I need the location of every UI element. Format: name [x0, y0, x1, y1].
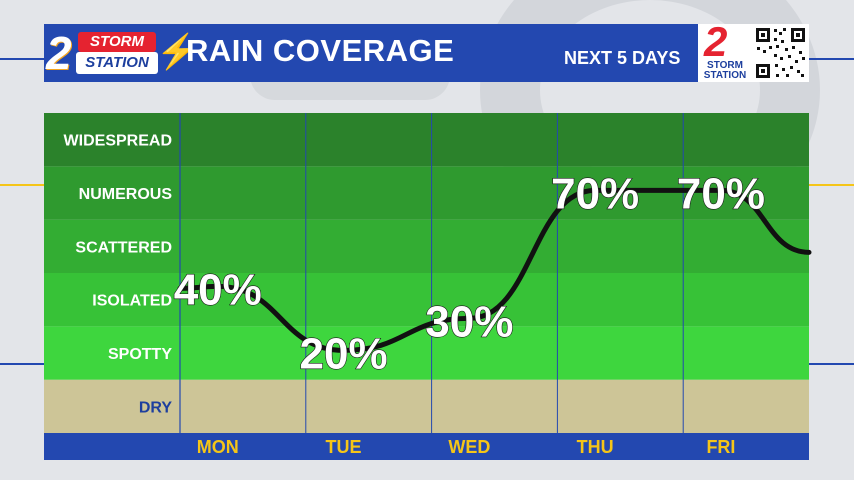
data-label: 70%	[551, 169, 639, 218]
y-category-label: SPOTTY	[108, 346, 172, 363]
x-axis-bar	[44, 433, 809, 460]
corner-station-logo: 2 STORM STATION	[698, 18, 752, 82]
band-widespread	[44, 113, 809, 167]
logo-number: 2	[46, 27, 72, 79]
lightning-bolt-icon: ⚡	[156, 33, 199, 71]
band-isolated	[44, 273, 809, 327]
x-tick-label: WED	[448, 437, 490, 457]
x-tick-label: FRI	[706, 437, 735, 457]
data-label: 40%	[174, 265, 262, 314]
x-tick-label: MON	[197, 437, 239, 457]
qr-code-icon	[752, 24, 809, 82]
y-category-label: WIDESPREAD	[64, 133, 172, 150]
header-bar: 2 STORM STATION ⚡ RAIN COVERAGE NEXT 5 D…	[44, 24, 809, 82]
data-label: 20%	[300, 329, 388, 378]
x-tick-label: THU	[577, 437, 614, 457]
y-category-label: SCATTERED	[75, 239, 172, 256]
logo-storm-text: STORM	[78, 32, 156, 52]
band-numerous	[44, 166, 809, 220]
corner-logo-text: STORM STATION	[703, 60, 747, 81]
y-category-label: NUMEROUS	[79, 186, 173, 203]
y-category-label: ISOLATED	[92, 293, 172, 310]
logo-station-text: STATION	[76, 52, 158, 74]
page-title: RAIN COVERAGE	[186, 33, 455, 68]
page-subtitle: NEXT 5 DAYS	[564, 48, 681, 68]
y-category-label: DRY	[139, 399, 173, 416]
data-label: 30%	[425, 297, 513, 346]
corner-logo-number: 2	[704, 18, 728, 65]
data-label: 70%	[677, 169, 765, 218]
x-tick-label: TUE	[326, 437, 362, 457]
band-dry	[44, 379, 809, 433]
band-scattered	[44, 219, 809, 273]
band-spotty	[44, 326, 809, 380]
storm-station-logo: 2 STORM STATION ⚡	[46, 27, 198, 79]
